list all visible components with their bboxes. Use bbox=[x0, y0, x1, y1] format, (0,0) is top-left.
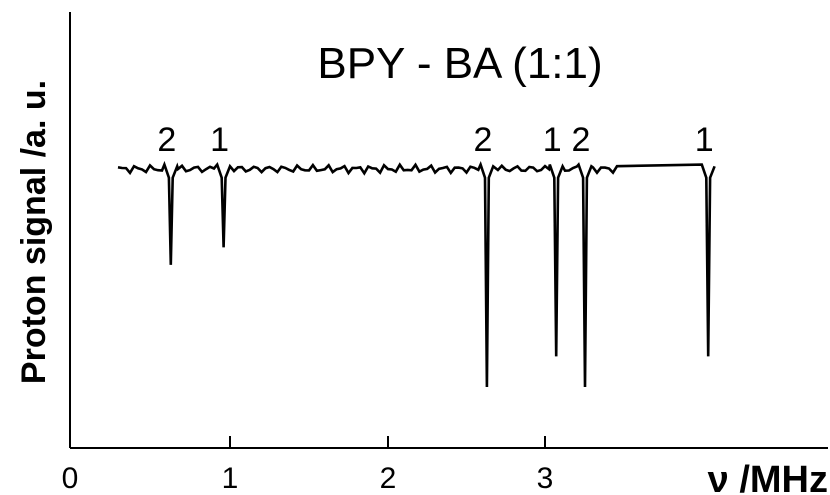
x-tick-label-3: 3 bbox=[537, 462, 554, 495]
peak-label-2: 2 bbox=[473, 121, 492, 159]
x-tick-label-2: 2 bbox=[380, 462, 397, 495]
x-tick-label-1: 1 bbox=[222, 462, 239, 495]
peak-label-5: 1 bbox=[695, 121, 714, 159]
axes bbox=[69, 12, 828, 449]
peak-label-4: 2 bbox=[572, 121, 591, 159]
peak-label-0: 2 bbox=[157, 121, 176, 159]
x-ticks: 0 1 2 3 bbox=[62, 436, 554, 495]
y-axis-label: Proton signal /a. u. bbox=[15, 80, 53, 384]
peak-label-3: 1 bbox=[543, 121, 562, 159]
chart-title: BPY - BA (1:1) bbox=[317, 39, 602, 88]
peak-label-1: 1 bbox=[210, 121, 229, 159]
x-tick-label-0: 0 bbox=[62, 462, 79, 495]
x-axis-label: ν /MHz bbox=[708, 459, 828, 495]
series-line bbox=[117, 160, 716, 388]
